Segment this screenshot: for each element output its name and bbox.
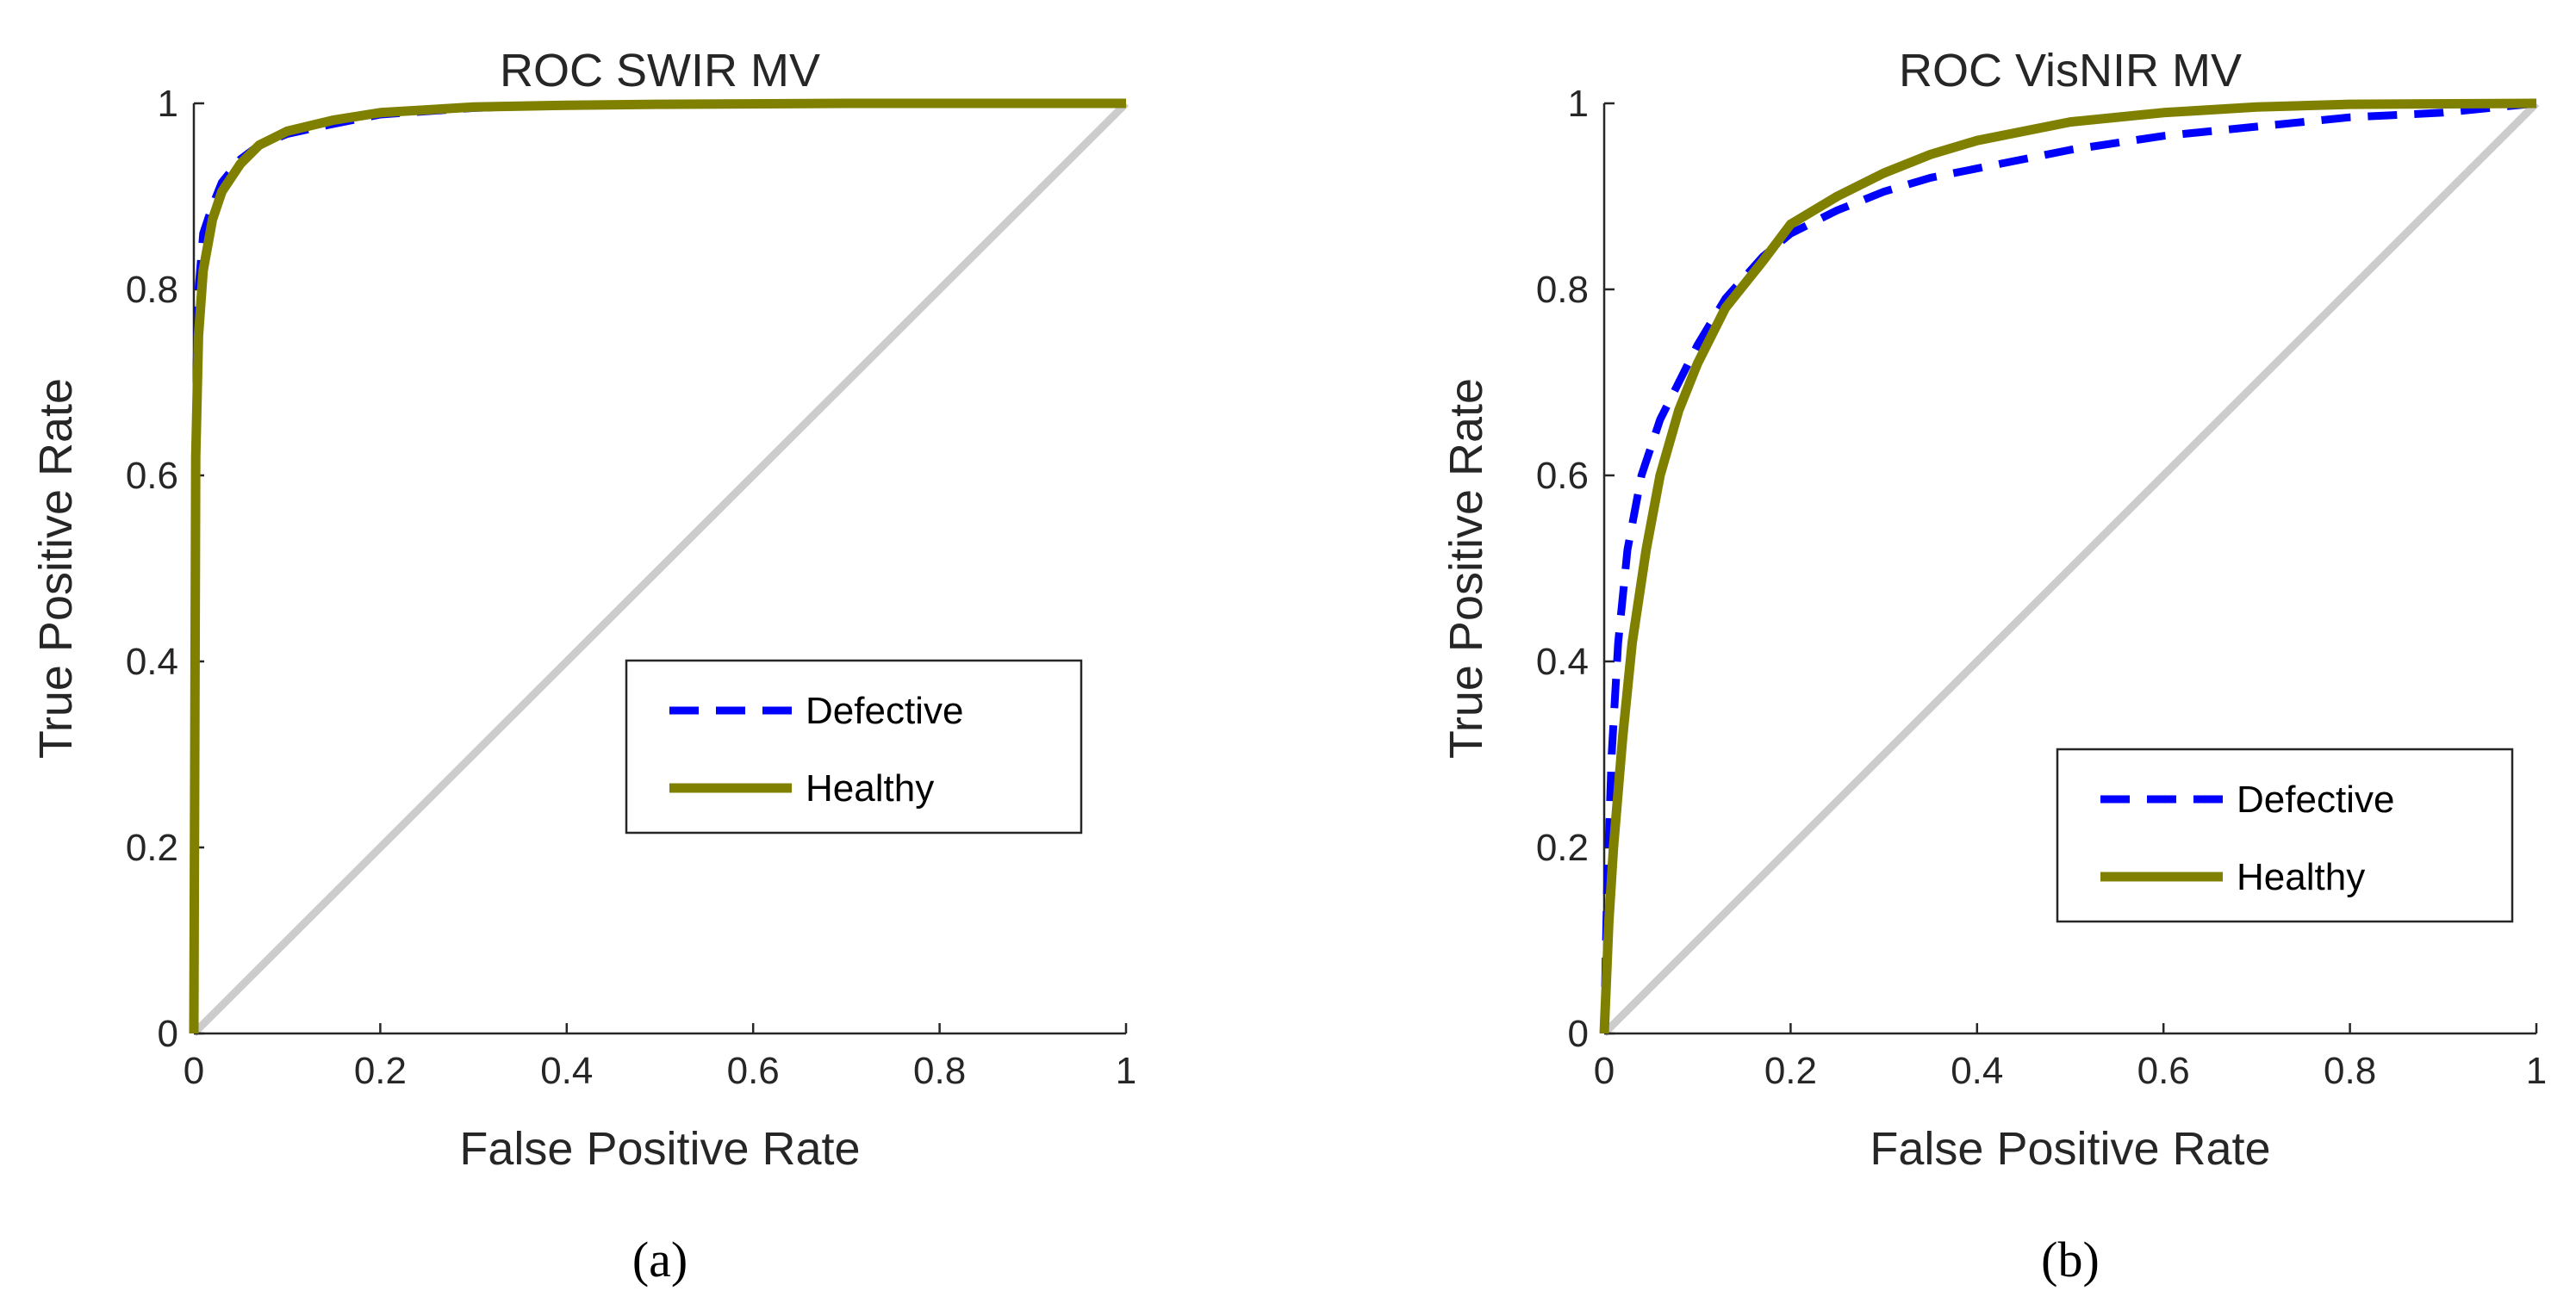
subfigure-caption: (a)	[632, 1232, 688, 1288]
x-tick-label: 1	[1116, 1050, 1136, 1092]
chance-diagonal-line	[190, 100, 1129, 1037]
y-axis-label: True Positive Rate	[30, 378, 82, 759]
y-axis-label: True Positive Rate	[1440, 378, 1492, 759]
x-axis-label: False Positive Rate	[1870, 1123, 2270, 1175]
legend-box	[625, 659, 1083, 835]
legend-box	[2056, 748, 2514, 923]
y-tick-label: 0.4	[126, 641, 178, 683]
y-tick-label: 1	[158, 83, 178, 125]
y-tick-label: 1	[1568, 83, 1589, 125]
x-tick-label: 0.4	[540, 1050, 593, 1092]
y-tick-label: 0.8	[126, 269, 178, 311]
series-line-healthy	[1599, 98, 2537, 1034]
legend-label-healthy: Healthy	[2237, 856, 2365, 898]
y-tick-label: 0.6	[1536, 455, 1589, 497]
chart-panel-b: ROC VisNIR MV 0 0.2 0.4 0.6 0.8 1 0 0.2 0.4 0.6 0.8…	[1440, 45, 2547, 1288]
x-tick-label: 0.2	[354, 1050, 407, 1092]
x-tick-label: 0.2	[1764, 1050, 1817, 1092]
y-tick-label: 0.2	[1536, 827, 1589, 869]
legend-label-defective: Defective	[806, 690, 963, 732]
legend: Defective Healthy	[625, 659, 1083, 835]
y-tick-label: 0	[158, 1013, 178, 1055]
legend-label-healthy: Healthy	[806, 767, 934, 810]
y-tick-label: 0.6	[126, 455, 178, 497]
y-tick-label: 0	[1568, 1013, 1589, 1055]
y-tick-label: 0.4	[1536, 641, 1589, 683]
series-line-defective	[1600, 99, 2537, 1034]
x-tick-label: 0.8	[913, 1050, 966, 1092]
x-tick-label: 0.4	[1951, 1050, 2003, 1092]
x-tick-label: 0	[184, 1050, 204, 1092]
chart-title: ROC SWIR MV	[500, 45, 820, 96]
x-tick-label: 0.8	[2324, 1050, 2376, 1092]
x-tick-label: 0.6	[727, 1050, 780, 1092]
y-tick-label: 0.8	[1536, 269, 1589, 311]
legend-label-defective: Defective	[2237, 779, 2394, 821]
chance-diagonal-line	[1601, 100, 2540, 1037]
x-tick-label: 1	[2526, 1050, 2547, 1092]
chart-panel-a: ROC SWIR MV 0 0.2 0.4 0.6 0.8 1 0 0.2 0.4 0.6 0.8 1 F…	[30, 45, 1136, 1288]
y-tick-label: 0.2	[126, 827, 178, 869]
x-axis-label: False Positive Rate	[459, 1123, 860, 1175]
chart-title: ROC VisNIR MV	[1899, 45, 2242, 96]
legend: Defective Healthy	[2056, 748, 2514, 923]
subfigure-caption: (b)	[2041, 1232, 2100, 1288]
x-tick-label: 0	[1594, 1050, 1615, 1092]
x-tick-label: 0.6	[2137, 1050, 2190, 1092]
series-line-healthy	[189, 98, 1126, 1034]
